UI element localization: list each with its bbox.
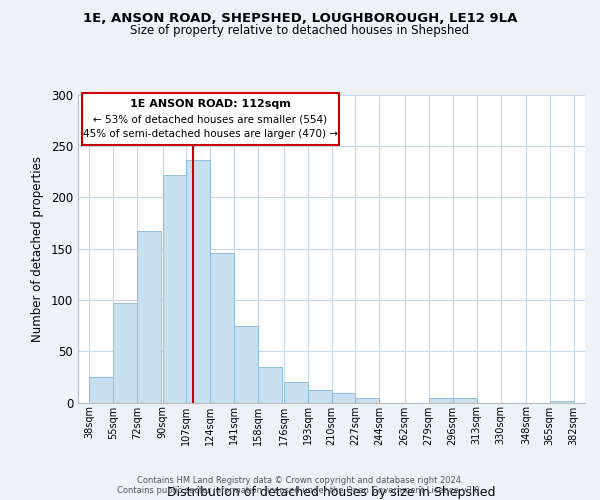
Bar (187, 160, 211, 402)
Bar (89, 377, 113, 402)
Text: 1E ANSON ROAD: 112sqm: 1E ANSON ROAD: 112sqm (130, 100, 291, 110)
Text: ← 53% of detached houses are smaller (554): ← 53% of detached houses are smaller (55… (94, 114, 328, 124)
Bar (137, 232, 161, 402)
Bar (258, 366, 282, 402)
Bar (355, 398, 379, 402)
X-axis label: Distribution of detached houses by size in Shepshed: Distribution of detached houses by size … (167, 486, 496, 500)
Bar (308, 390, 331, 402)
Text: Contains HM Land Registry data © Crown copyright and database right 2024.: Contains HM Land Registry data © Crown c… (137, 476, 463, 485)
Bar (428, 398, 452, 402)
Bar (211, 253, 235, 402)
Text: 45% of semi-detached houses are larger (470) →: 45% of semi-detached houses are larger (… (83, 128, 338, 138)
Bar (163, 175, 187, 402)
FancyBboxPatch shape (82, 93, 338, 145)
Bar (235, 326, 258, 402)
Bar (284, 382, 308, 402)
Bar (452, 398, 476, 402)
Text: 1E, ANSON ROAD, SHEPSHED, LOUGHBOROUGH, LE12 9LA: 1E, ANSON ROAD, SHEPSHED, LOUGHBOROUGH, … (83, 12, 517, 26)
Text: Size of property relative to detached houses in Shepshed: Size of property relative to detached ho… (130, 24, 470, 37)
Bar (113, 303, 137, 402)
Bar (331, 394, 355, 402)
Text: Contains public sector information licensed under the Open Government Licence v3: Contains public sector information licen… (118, 486, 482, 495)
Y-axis label: Number of detached properties: Number of detached properties (31, 156, 44, 342)
